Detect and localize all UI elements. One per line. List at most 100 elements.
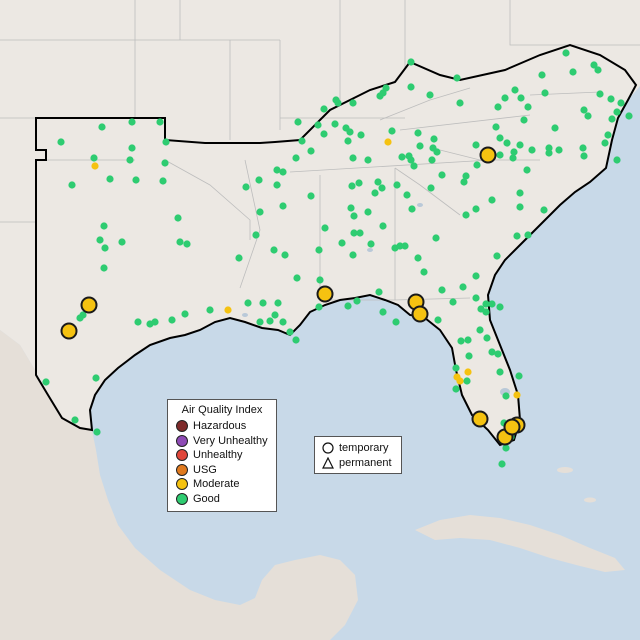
good-monitor-marker: [432, 234, 440, 242]
good-monitor-marker: [379, 308, 387, 316]
good-monitor-marker: [472, 294, 480, 302]
moderate-monitor-marker: [384, 138, 392, 146]
good-monitor-marker: [90, 154, 98, 162]
moderate-monitor-marker: [224, 306, 232, 314]
good-monitor-marker: [331, 120, 339, 128]
good-monitor-marker: [473, 161, 481, 169]
moderate-monitor-marker: [513, 391, 521, 399]
legend-item-good: Good: [176, 492, 268, 507]
good-monitor-marker: [540, 206, 548, 214]
island: [557, 467, 573, 473]
circle-icon: [321, 441, 335, 455]
good-monitor-marker: [613, 108, 621, 116]
legend-item-hazardous: Hazardous: [176, 419, 268, 434]
good-monitor-marker: [334, 99, 342, 107]
good-monitor-marker: [346, 128, 354, 136]
moderate-monitor-marker: [464, 368, 472, 376]
good-monitor-marker: [206, 306, 214, 314]
good-monitor-marker: [350, 212, 358, 220]
good-monitor-marker: [375, 288, 383, 296]
good-monitor-marker: [551, 124, 559, 132]
good-monitor-marker: [463, 377, 471, 385]
good-monitor-marker: [407, 156, 415, 164]
good-monitor-marker: [428, 156, 436, 164]
good-monitor-marker: [496, 303, 504, 311]
good-monitor-marker: [452, 385, 460, 393]
good-monitor-marker: [601, 139, 609, 147]
moderate-temporary-site-marker[interactable]: [503, 418, 521, 436]
good-monitor-marker: [126, 156, 134, 164]
good-monitor-marker: [590, 61, 598, 69]
good-swatch: [176, 492, 188, 505]
good-monitor-marker: [449, 298, 457, 306]
moderate-temporary-site-marker[interactable]: [80, 296, 98, 314]
good-monitor-marker: [307, 147, 315, 155]
moderate-temporary-site-marker[interactable]: [471, 410, 489, 428]
legend-label: Unhealthy: [193, 449, 243, 462]
moderate-monitors-large: [60, 146, 526, 446]
good-monitor-marker: [183, 240, 191, 248]
good-monitor-marker: [156, 118, 164, 126]
good-monitor-marker: [93, 428, 101, 436]
good-monitor-marker: [176, 238, 184, 246]
good-monitor-marker: [462, 211, 470, 219]
good-monitor-marker: [580, 152, 588, 160]
good-monitor-marker: [255, 176, 263, 184]
good-monitor-marker: [374, 178, 382, 186]
good-monitor-marker: [407, 83, 415, 91]
good-monitor-marker: [545, 149, 553, 157]
legend-label: Hazardous: [193, 420, 247, 433]
good-monitor-marker: [378, 184, 386, 192]
good-monitor-marker: [338, 239, 346, 247]
good-monitor-marker: [457, 337, 465, 345]
moderate-monitor-marker: [91, 162, 99, 170]
good-monitor-marker: [392, 318, 400, 326]
moderate-temporary-site-marker[interactable]: [316, 285, 334, 303]
good-monitor-marker: [403, 191, 411, 199]
good-monitor-marker: [259, 299, 267, 307]
site-type-permanent: permanent: [321, 456, 395, 471]
good-monitor-marker: [270, 246, 278, 254]
good-monitor-marker: [483, 334, 491, 342]
good-monitor-marker: [584, 112, 592, 120]
good-monitor-marker: [613, 156, 621, 164]
good-monitor-marker: [349, 251, 357, 259]
good-monitor-marker: [472, 205, 480, 213]
good-monitor-marker: [524, 103, 532, 111]
site-type-label: temporary: [339, 442, 389, 455]
good-monitor-marker: [100, 264, 108, 272]
good-monitor-marker: [274, 299, 282, 307]
good-monitor-marker: [488, 300, 496, 308]
moderate-temporary-site-marker[interactable]: [479, 146, 497, 164]
good-monitor-marker: [344, 302, 352, 310]
good-monitor-marker: [151, 318, 159, 326]
legend-label: Very Unhealthy: [193, 434, 268, 447]
good-monitor-marker: [416, 142, 424, 150]
good-monitor-marker: [511, 86, 519, 94]
good-monitor-marker: [459, 283, 467, 291]
good-monitor-marker: [503, 139, 511, 147]
good-monitor-marker: [401, 242, 409, 250]
good-monitor-marker: [320, 105, 328, 113]
good-monitor-marker: [523, 166, 531, 174]
good-monitor-marker: [242, 183, 250, 191]
good-monitor-marker: [321, 224, 329, 232]
site-type-legend: temporary permanent: [314, 436, 402, 474]
good-monitor-marker: [266, 317, 274, 325]
good-monitor-marker: [528, 146, 536, 154]
hazardous-swatch: [176, 420, 188, 433]
good-monitor-marker: [509, 154, 517, 162]
good-monitor-marker: [596, 90, 604, 98]
good-monitor-marker: [161, 159, 169, 167]
moderate-temporary-site-marker[interactable]: [60, 322, 78, 340]
good-monitor-marker: [96, 236, 104, 244]
good-monitor-marker: [235, 254, 243, 262]
good-monitor-marker: [292, 154, 300, 162]
site-type-temporary: temporary: [321, 441, 395, 456]
good-monitor-marker: [472, 141, 480, 149]
good-monitor-marker: [355, 179, 363, 187]
good-monitor-marker: [426, 91, 434, 99]
legend-item-very-unhealthy: Very Unhealthy: [176, 434, 268, 449]
moderate-monitor-marker: [453, 373, 461, 381]
moderate-temporary-site-marker[interactable]: [411, 305, 429, 323]
